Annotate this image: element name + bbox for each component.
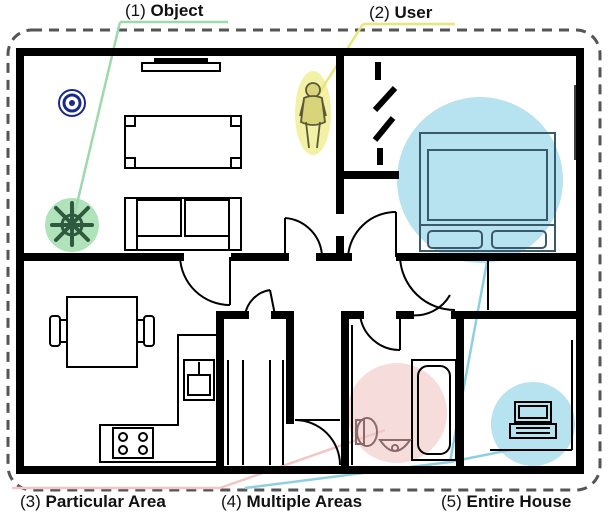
particular-area-highlight	[347, 363, 447, 463]
label-user: (2) User	[369, 3, 433, 22]
multiple-areas-highlight-bedroom	[397, 97, 563, 263]
smart-speaker-icon	[58, 89, 86, 117]
office-desk	[490, 340, 573, 451]
area-leader-line	[12, 428, 386, 490]
stove	[112, 427, 154, 459]
entire-house-boundary	[6, 28, 602, 492]
walls	[16, 48, 584, 474]
corridor-cabinets	[227, 325, 353, 465]
plant-icon	[50, 201, 94, 247]
label-object: (1) Object	[125, 1, 204, 20]
laptop-icon	[514, 401, 552, 423]
kitchen-counter	[99, 334, 220, 463]
user-figure-icon	[299, 82, 327, 149]
kitchen-furniture	[49, 296, 220, 463]
label-entire-house: (5) Entire House	[441, 492, 572, 511]
closet-doors	[372, 62, 398, 165]
coffee-table	[124, 115, 242, 169]
label-multiple-areas: (4) Multiple Areas	[221, 492, 363, 511]
door-swings	[179, 210, 489, 466]
label-particular-area: (3) Particular Area	[20, 492, 166, 511]
living-room-furniture	[124, 58, 242, 251]
tv-unit	[141, 62, 221, 72]
bathroom-fixtures	[355, 359, 457, 461]
bathtub	[411, 359, 457, 461]
dining-table	[66, 296, 138, 368]
sofa	[124, 197, 242, 251]
bed	[419, 132, 556, 252]
kitchen-sink	[183, 359, 215, 401]
